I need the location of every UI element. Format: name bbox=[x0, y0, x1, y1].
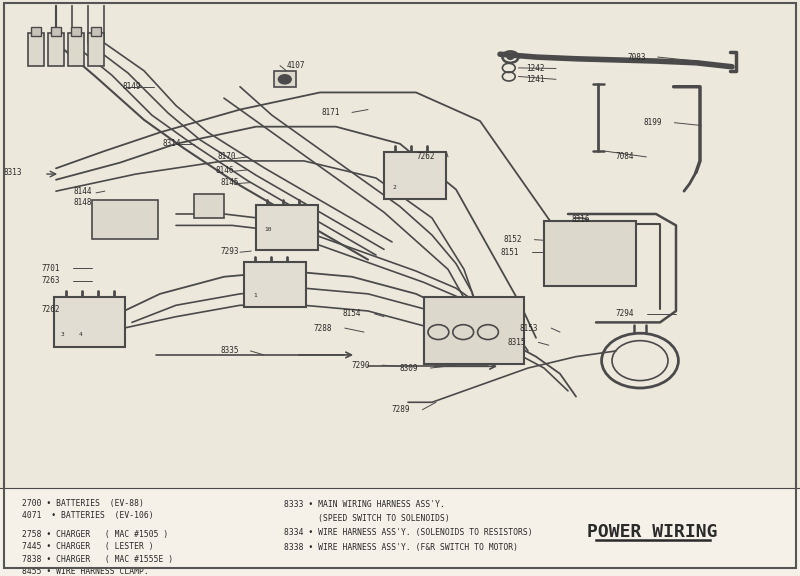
Text: 8148: 8148 bbox=[74, 198, 92, 207]
Text: 8313: 8313 bbox=[4, 168, 22, 177]
Text: 7288: 7288 bbox=[314, 324, 332, 332]
Text: 7262: 7262 bbox=[42, 305, 60, 314]
Text: 4107: 4107 bbox=[286, 61, 305, 70]
Text: 7293: 7293 bbox=[220, 247, 238, 256]
Text: 8316: 8316 bbox=[572, 215, 590, 224]
Text: 2700 • BATTERIES  (EV-88): 2700 • BATTERIES (EV-88) bbox=[22, 499, 144, 508]
Text: 2758 • CHARGER   ( MAC #1505 ): 2758 • CHARGER ( MAC #1505 ) bbox=[22, 529, 169, 539]
Text: 2: 2 bbox=[392, 185, 396, 191]
Text: (SPEED SWITCH TO SOLENOIDS): (SPEED SWITCH TO SOLENOIDS) bbox=[284, 514, 450, 523]
Bar bbox=[424, 297, 524, 364]
Bar bbox=[54, 297, 125, 347]
Text: 8455 • WIRE HARNESS CLAMP.: 8455 • WIRE HARNESS CLAMP. bbox=[22, 567, 149, 576]
Text: 7838 • CHARGER   ( MAC #1555E ): 7838 • CHARGER ( MAC #1555E ) bbox=[22, 555, 174, 564]
Text: 8199: 8199 bbox=[644, 118, 662, 127]
Bar bbox=[244, 263, 306, 307]
Bar bbox=[88, 32, 104, 66]
Text: 7294: 7294 bbox=[616, 309, 634, 319]
Bar bbox=[194, 194, 224, 218]
Text: 1242: 1242 bbox=[526, 64, 545, 73]
Text: 7084: 7084 bbox=[616, 153, 634, 161]
Text: 8154: 8154 bbox=[342, 309, 361, 319]
Text: 4: 4 bbox=[78, 332, 82, 336]
Bar bbox=[384, 152, 446, 199]
Text: 8170: 8170 bbox=[218, 153, 236, 161]
Circle shape bbox=[278, 75, 291, 84]
Circle shape bbox=[507, 55, 514, 59]
Text: 8338 • WIRE HARNESS ASS'Y. (F&R SWITCH TO MOTOR): 8338 • WIRE HARNESS ASS'Y. (F&R SWITCH T… bbox=[284, 543, 518, 552]
Bar bbox=[71, 27, 81, 36]
Text: 10: 10 bbox=[264, 227, 271, 232]
Bar bbox=[256, 206, 318, 250]
Text: POWER WIRING: POWER WIRING bbox=[586, 523, 718, 541]
Bar bbox=[91, 27, 101, 36]
Text: 8145: 8145 bbox=[220, 178, 238, 187]
Text: 7262: 7262 bbox=[417, 153, 435, 161]
Text: 4071  • BATTERIES  (EV-106): 4071 • BATTERIES (EV-106) bbox=[22, 511, 154, 520]
Bar bbox=[0, 0, 800, 488]
Text: 8151: 8151 bbox=[501, 248, 519, 257]
Text: 8335: 8335 bbox=[220, 346, 238, 355]
Text: 8149: 8149 bbox=[122, 82, 141, 91]
Text: 8334 • WIRE HARNESS ASS'Y. (SOLENOIDS TO RESISTORS): 8334 • WIRE HARNESS ASS'Y. (SOLENOIDS TO… bbox=[284, 528, 533, 537]
Text: 8146: 8146 bbox=[215, 165, 234, 175]
Bar bbox=[28, 32, 44, 66]
Bar bbox=[68, 32, 84, 66]
Text: 8314: 8314 bbox=[162, 139, 181, 148]
Bar bbox=[92, 200, 158, 238]
Text: 8152: 8152 bbox=[503, 235, 522, 244]
Text: 8153: 8153 bbox=[520, 324, 538, 332]
Text: 7701: 7701 bbox=[42, 264, 60, 272]
Bar bbox=[274, 71, 296, 88]
Text: 7445 • CHARGER   ( LESTER ): 7445 • CHARGER ( LESTER ) bbox=[22, 542, 154, 551]
Text: 8309: 8309 bbox=[400, 363, 418, 373]
Text: 7289: 7289 bbox=[391, 405, 410, 414]
Bar bbox=[51, 27, 61, 36]
Text: 7083: 7083 bbox=[628, 52, 646, 62]
Bar bbox=[544, 221, 636, 286]
Text: 1241: 1241 bbox=[526, 75, 545, 84]
Text: 8315: 8315 bbox=[507, 338, 526, 347]
Text: 7290: 7290 bbox=[352, 361, 370, 370]
Bar bbox=[31, 27, 41, 36]
Text: 8171: 8171 bbox=[322, 108, 340, 117]
Text: 3: 3 bbox=[61, 332, 65, 336]
Text: 7263: 7263 bbox=[42, 276, 60, 285]
Text: 1: 1 bbox=[253, 293, 257, 298]
Text: 8144: 8144 bbox=[74, 187, 92, 196]
Text: 8333 • MAIN WIRING HARNESS ASS'Y.: 8333 • MAIN WIRING HARNESS ASS'Y. bbox=[284, 500, 445, 509]
Bar bbox=[48, 32, 64, 66]
